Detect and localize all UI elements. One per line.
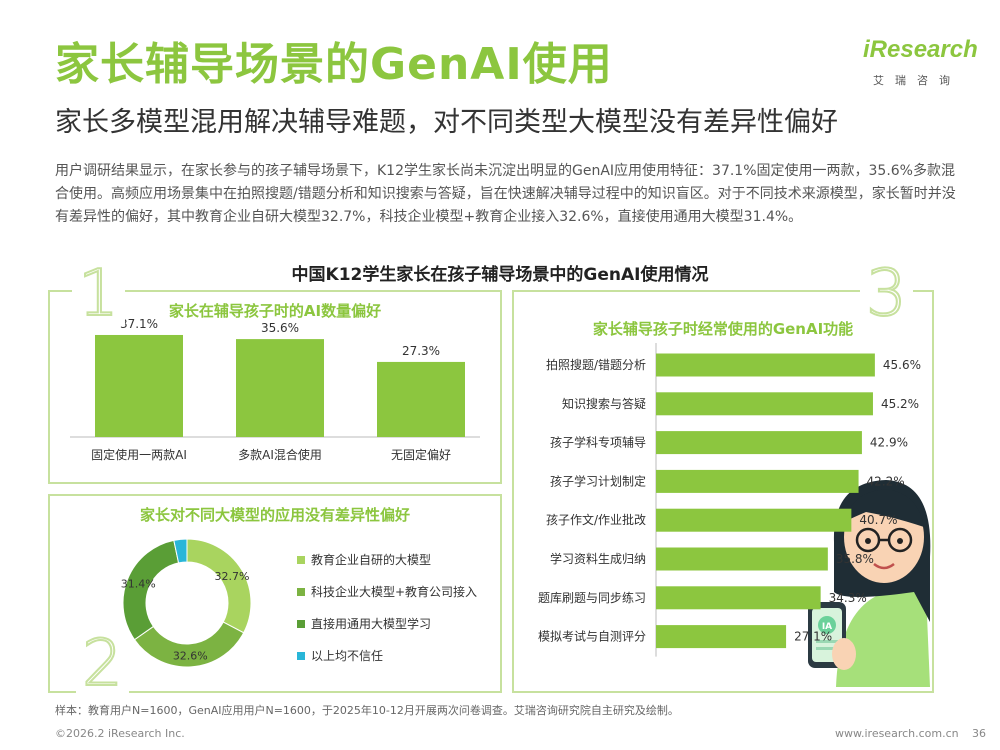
panel-3-title: 家长辅导孩子时经常使用的GenAI功能 [592,320,854,338]
phone-badge: IA [822,622,832,632]
woman-with-phone-illustration: IA [808,480,931,687]
bar [656,469,859,493]
legend-swatch [297,556,305,564]
page-title: 家长辅导场景的GenAI使用 [55,39,613,90]
summary-paragraph: 用户调研结果显示，在家长参与的孩子辅导场景下，K12学生家长尚未沉淀出明显的Ge… [55,163,956,225]
x-tick-label: 多款AI混合使用 [238,447,322,462]
bar [656,392,873,416]
bar-value-label: 45.2% [881,397,919,411]
panel-number-3: 3 [860,261,913,327]
bar-value-label: 27.1% [794,630,832,644]
y-tick-label: 题库刷题与同步练习 [538,590,646,605]
y-tick-label: 学习资料生成归纳 [550,551,646,566]
bar [656,625,787,649]
bar-value-label: 37.1% [120,317,158,331]
bar [656,431,862,455]
bar [656,508,852,532]
y-tick-label: 知识搜索与答疑 [562,396,646,411]
iresearch-logo: iResearch 艾瑞咨询 [855,32,978,92]
x-tick-label: 固定使用一两款AI [91,447,187,462]
panel-number-1: 1 [72,261,125,327]
chart-main-title: 中国K12学生家长在孩子辅导场景中的GenAI使用情况 [291,265,709,285]
bar-value-label: 35.6% [261,321,299,335]
legend-swatch [297,620,305,628]
bar [656,547,828,571]
panel-genai-functions: 家长辅导孩子时经常使用的GenAI功能 IA 拍照搜题/错题分析 45.6% 知识搜… [512,290,934,693]
page-number: 36 [972,727,986,740]
bar-value-label: 35.8% [836,552,874,566]
y-tick-label: 孩子学科专项辅导 [550,435,646,450]
hbar-chart-genai-functions: IA 拍照搜题/错题分析 45.6% 知识搜索与答疑 45.2% 孩子学科专项辅导 42.… [538,343,931,687]
y-tick-label: 孩子作文/作业批改 [546,512,646,527]
bar-value-label: 42.9% [870,436,908,450]
bar-value-label: 27.3% [402,344,440,358]
bar-value-label: 45.6% [883,358,921,372]
logo-brand: iResearch [863,36,978,63]
legend-label: 科技企业大模型+教育公司接入 [311,584,477,599]
bar-value-label: 34.3% [829,591,867,605]
legend-label: 教育企业自研的大模型 [311,552,431,567]
bar [236,339,324,437]
legend-swatch [297,588,305,596]
panel-number-2: 2 [76,631,129,697]
legend-label: 直接用通用大模型学习 [311,616,431,631]
logo-sub: 艾瑞咨询 [873,74,961,87]
donut-chart-model-preference: 32.7% 32.6% 31.4% 教育企业自研的大模型科技企业大模型+教育公司接入直… [121,538,477,668]
bar [95,334,183,437]
copyright: ©2026.2 iResearch Inc. [55,727,185,740]
footnote: 样本：教育用户N=1600，GenAI应用用户N=1600，于2025年10-1… [55,704,679,717]
website-link[interactable]: www.iresearch.com.cn [835,727,959,740]
y-tick-label: 孩子学习计划制定 [550,473,646,488]
bar [656,586,821,610]
panel-2-title: 家长对不同大模型的应用没有差异性偏好 [139,506,410,524]
legend-swatch [297,652,305,660]
bar-value-label: 40.7% [859,513,897,527]
donut-slice [186,538,252,634]
bar [377,361,465,437]
bar-value-label: 42.2% [867,474,905,488]
bar [656,353,875,377]
y-tick-label: 模拟考试与自测评分 [538,629,646,644]
panel-1-title: 家长在辅导孩子时的AI数量偏好 [168,302,382,320]
panel-ai-quantity: 家长在辅导孩子时的AI数量偏好 37.1% 固定使用一两款AI 35.6% 多款AI混… [48,290,502,484]
bar-chart-ai-quantity: 37.1% 固定使用一两款AI 35.6% 多款AI混合使用 27.3% 无固定偏好 [70,317,480,462]
page-subtitle: 家长多模型混用解决辅导难题，对不同类型大模型没有差异性偏好 [55,107,838,138]
donut-slice [173,538,188,564]
x-tick-label: 无固定偏好 [391,447,451,462]
legend-label: 以上均不信任 [311,649,383,663]
donut-value-label: 31.4% [121,578,156,591]
y-tick-label: 拍照搜题/错题分析 [546,357,646,372]
donut-value-label: 32.6% [173,649,208,662]
donut-value-label: 32.7% [214,570,249,583]
